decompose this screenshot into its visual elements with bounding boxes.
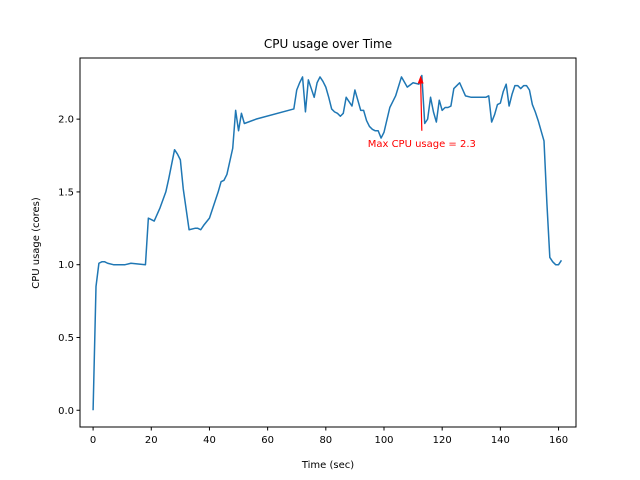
- max-cpu-annotation: Max CPU usage = 2.3: [368, 75, 476, 150]
- plot-frame: [79, 57, 577, 428]
- x-tick-label: 40: [203, 435, 216, 446]
- x-axis: 0 20 40 60 80 100 120 140 160: [90, 427, 568, 446]
- y-axis-label: CPU usage (cores): [31, 197, 42, 289]
- y-tick-label: 2.0: [58, 115, 74, 126]
- x-tick-label: 60: [261, 435, 274, 446]
- series-line-0: [92, 74, 563, 411]
- plot-area: [79, 57, 577, 428]
- y-axis: 0.0 0.5 1.0 1.5 2.0: [58, 115, 80, 417]
- x-tick-label: 0: [90, 435, 96, 446]
- x-tick-label: 140: [491, 435, 510, 446]
- x-tick-label: 80: [319, 435, 332, 446]
- x-tick-label: 120: [433, 435, 452, 446]
- annotation-arrow: [420, 81, 423, 131]
- x-axis-label: Time (sec): [301, 460, 354, 471]
- y-tick-label: 1.5: [58, 187, 74, 198]
- y-tick-label: 0.0: [58, 406, 74, 417]
- x-tick-label: 100: [374, 435, 393, 446]
- annotation-text: Max CPU usage = 2.3: [368, 139, 476, 150]
- annotation-arrowhead: [417, 75, 424, 84]
- y-tick-label: 0.5: [58, 333, 74, 344]
- chart-title: CPU usage over Time: [264, 37, 392, 51]
- y-tick-label: 1.0: [58, 260, 74, 271]
- x-tick-label: 160: [549, 435, 568, 446]
- x-tick-label: 20: [145, 435, 158, 446]
